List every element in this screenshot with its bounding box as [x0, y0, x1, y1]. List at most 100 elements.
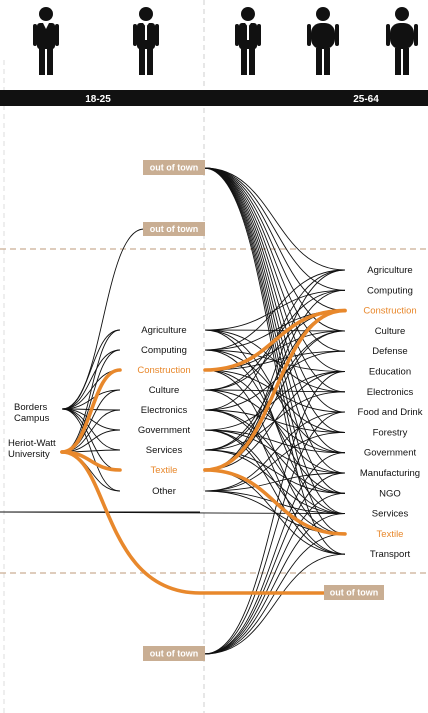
heavy-person-icon-5 — [386, 7, 418, 75]
study-field-culture: Culture — [149, 385, 180, 396]
left-leg — [316, 48, 322, 75]
work-sector-defense: Defense — [372, 346, 407, 357]
flow-out-of-town-to-computing — [203, 167, 346, 291]
flow-source-to-agriculture — [61, 329, 121, 410]
study-label-backing — [130, 403, 198, 415]
tie — [145, 26, 147, 40]
out-of-town-label-top: out of town — [150, 163, 198, 173]
age-band — [0, 90, 428, 106]
collar — [43, 23, 49, 29]
left-leg — [39, 48, 45, 75]
highlight-flow-to-out-of-town — [60, 450, 327, 595]
flow-out-of-town-to-forestry — [203, 167, 346, 433]
flow-out-of-town-to-manufacturing — [203, 167, 346, 474]
study-field-construction: Construction — [137, 365, 190, 376]
flow-out-of-town-to-defense — [203, 167, 346, 352]
out-of-town-tag-right — [324, 585, 384, 600]
right-arm — [155, 24, 159, 46]
collar — [245, 23, 251, 27]
study-field-services: Services — [146, 445, 183, 456]
flow-textile-to-agriculture — [204, 269, 346, 471]
flow-out-of-town-to-construction — [203, 167, 346, 312]
flow-out-of-town-bottom-to-education — [203, 371, 346, 655]
left-arm — [133, 24, 137, 46]
work-label-backing — [356, 384, 424, 397]
flow-out-of-town-to-food-and-drink — [203, 167, 346, 413]
flow-out-of-town-to-government — [203, 167, 346, 454]
work-label-backing — [356, 263, 424, 275]
flow-out-of-town-to-transport — [203, 167, 346, 555]
work-sector-electronics: Electronics — [367, 387, 414, 398]
work-sector-forestry: Forestry — [373, 427, 408, 438]
flow-out-of-town-to-ngo — [203, 167, 346, 494]
flow-source-to-computing — [61, 349, 121, 410]
flow-computing-to-agriculture — [204, 269, 346, 351]
age-group-young: 18-25 — [85, 94, 111, 105]
right-leg — [147, 48, 153, 75]
study-field-textile: Textile — [151, 465, 178, 476]
flow-out-of-town-bottom-to-ngo — [203, 492, 346, 655]
left-arm — [307, 24, 311, 46]
flow-out-of-town-bottom-to-food-and-drink — [203, 411, 346, 655]
study-field-government: Government — [138, 425, 191, 436]
work-sector-textile: Textile — [377, 529, 404, 540]
flow-out-of-town-bottom-to-transport — [203, 553, 346, 655]
flow-out-of-town-bottom-to-manufacturing — [203, 472, 346, 655]
out-of-town-label-right: out of town — [330, 588, 378, 598]
highlight-textile-to-construction — [203, 308, 347, 472]
work-sector-ngo: NGO — [379, 488, 401, 499]
work-sector-education: Education — [369, 367, 411, 378]
work-label-backing — [361, 283, 419, 296]
work-label-backing — [367, 323, 413, 336]
work-label-backing — [361, 364, 419, 377]
study-field-electronics: Electronics — [141, 405, 188, 416]
flow-services-to-ngo — [204, 449, 346, 494]
highlight-textile-to-textile — [203, 468, 347, 536]
work-sector-agriculture: Agriculture — [367, 265, 412, 276]
flow-other-to-manufacturing — [204, 472, 346, 492]
left-arm — [386, 24, 390, 46]
flow-government-to-transport — [204, 429, 346, 555]
work-label-backing — [367, 344, 413, 357]
age-group-adult: 25-64 — [353, 94, 379, 105]
study-label-backing — [135, 343, 193, 355]
flow-textile-to-education — [204, 371, 346, 471]
study-label-backing — [133, 423, 195, 435]
source-label-borders-campus: Borders Campus — [14, 402, 50, 424]
right-leg — [403, 48, 409, 75]
work-label-backing — [359, 445, 421, 458]
flow-other-to-food-and-drink — [204, 411, 346, 492]
head — [316, 7, 330, 21]
head — [395, 7, 409, 21]
work-label-backing — [347, 405, 428, 418]
right-leg — [47, 48, 53, 75]
flow-out-of-town-to-culture — [203, 167, 346, 332]
flow-source-to-other — [61, 408, 121, 492]
highlight-construction-to-construction — [203, 308, 347, 372]
heavy-person-icon-4 — [307, 7, 339, 75]
highlight-flow-to-construction-study — [60, 368, 122, 454]
flow-out-of-town-bottom-to-government — [203, 452, 346, 655]
tie-person-icon-2 — [133, 7, 159, 75]
out-of-town-label-upper: out of town — [150, 224, 198, 234]
study-field-agriculture: Agriculture — [141, 325, 186, 336]
work-sector-government: Government — [364, 448, 417, 459]
source-label-heriot-watt-university: Heriot-Watt University — [8, 438, 56, 460]
out-of-town-tag-upper — [143, 222, 205, 236]
work-sector-culture: Culture — [375, 326, 406, 337]
work-sector-transport: Transport — [370, 549, 411, 560]
flow-to-out-of-town-upper — [61, 228, 145, 410]
right-leg — [249, 48, 255, 75]
flow-out-of-town-to-agriculture — [203, 167, 346, 271]
left-arm — [235, 24, 239, 46]
work-sector-manufacturing: Manufacturing — [360, 468, 420, 479]
tie-person-icon-3 — [235, 7, 261, 75]
work-label-backing — [378, 486, 402, 499]
torso — [311, 23, 335, 49]
study-label-backing — [138, 443, 190, 455]
right-arm — [257, 24, 261, 46]
torso — [390, 23, 414, 49]
study-label-backing — [141, 463, 187, 475]
